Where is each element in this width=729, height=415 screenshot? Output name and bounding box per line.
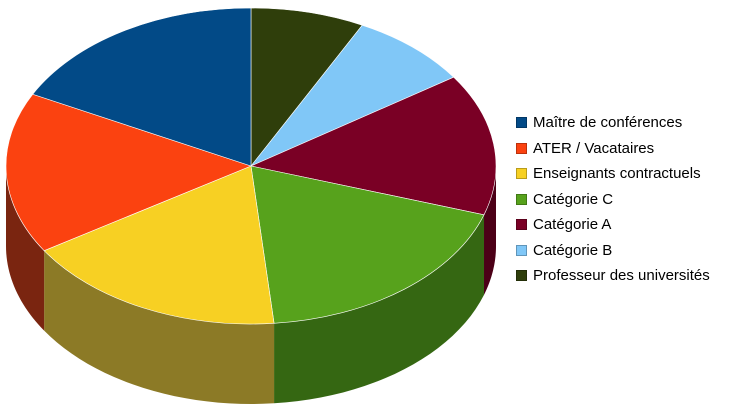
legend-label: Catégorie B <box>533 241 613 259</box>
pie-side-enseignants-contractuels <box>44 250 275 404</box>
pie-slice-ater-vacataires <box>5 93 252 252</box>
legend-swatch <box>516 117 527 129</box>
pie-slice-maitre-de-conferences <box>32 7 252 167</box>
legend-label: Maître de conférences <box>533 114 683 132</box>
legend-swatch <box>516 219 527 231</box>
legend-label: Enseignants contractuels <box>533 165 701 183</box>
pie-slice-enseignants-contractuels <box>43 165 275 325</box>
pie-side-categorie-a <box>484 166 496 295</box>
pie-top <box>5 7 497 325</box>
legend-label: Catégorie C <box>533 190 614 208</box>
legend-label: Professeur des universités <box>533 267 710 285</box>
legend-swatch <box>516 168 527 180</box>
legend-swatch <box>516 193 527 205</box>
legend-swatch <box>516 142 527 154</box>
legend: Maître de conférences ATER / Vacataires En… <box>516 110 710 289</box>
legend-item: ATER / Vacataires <box>516 136 710 162</box>
legend-label: ATER / Vacataires <box>533 139 655 157</box>
pie-sides <box>6 166 496 404</box>
legend-swatch <box>516 244 527 256</box>
legend-item: Catégorie C <box>516 187 710 213</box>
pie-side-ater-vacataires <box>6 166 45 331</box>
pie-side-categorie-c <box>274 214 485 404</box>
legend-label: Catégorie A <box>533 216 612 234</box>
pie-slice-professeur-des-universites <box>250 7 363 167</box>
pie-slice-categorie-a <box>250 76 497 216</box>
legend-item: Catégorie B <box>516 238 710 264</box>
legend-item: Maître de conférences <box>516 110 710 136</box>
legend-item: Catégorie A <box>516 212 710 238</box>
pie-slice-categorie-c <box>250 165 485 324</box>
pie-slice-categorie-b <box>250 24 455 167</box>
legend-swatch <box>516 270 527 282</box>
legend-item: Professeur des universités <box>516 263 710 289</box>
legend-item: Enseignants contractuels <box>516 161 710 187</box>
